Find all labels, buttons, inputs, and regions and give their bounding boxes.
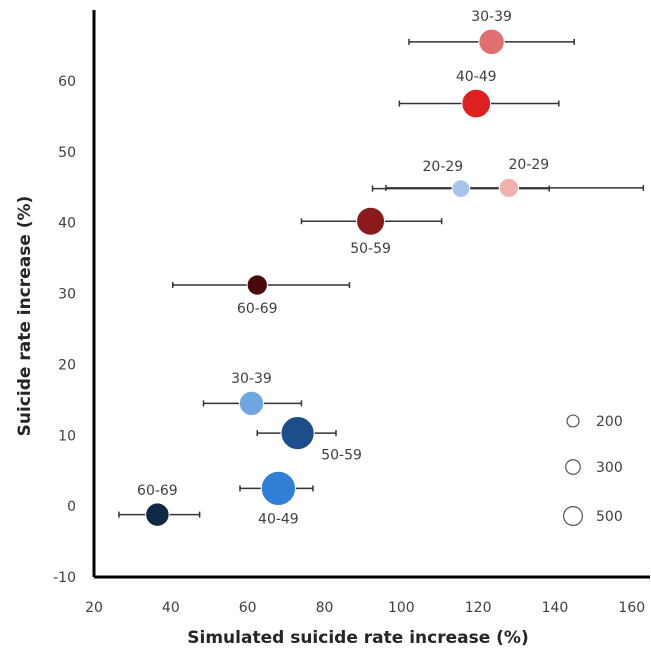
y-axis-title: Suicide rate increase (%) <box>15 196 35 437</box>
legend-size-marker <box>565 459 581 475</box>
point-label: 20-29 <box>423 159 464 175</box>
y-tick-label: 0 <box>67 499 76 515</box>
x-tick-label: 40 <box>162 600 180 616</box>
y-tick-label: 20 <box>58 357 76 373</box>
data-point <box>280 416 315 451</box>
y-tick-label: 40 <box>58 216 76 232</box>
legend-size-label: 200 <box>596 414 623 430</box>
points-layer <box>145 28 520 527</box>
y-tick-label: 30 <box>58 287 76 303</box>
y-tick-label: 10 <box>58 428 76 444</box>
legend-size-label: 500 <box>596 509 623 525</box>
point-label: 50-59 <box>321 448 362 464</box>
data-point <box>478 28 505 56</box>
data-point <box>260 470 297 507</box>
data-point <box>145 502 170 527</box>
point-label: 30-39 <box>471 9 512 25</box>
legend-size-marker <box>563 506 583 526</box>
data-point <box>451 179 471 198</box>
size-legend: 200 300 500 <box>563 414 623 526</box>
data-point <box>246 274 268 296</box>
x-tick-label: 60 <box>239 600 257 616</box>
x-tick-label: 160 <box>618 600 645 616</box>
point-label: 30-39 <box>231 371 272 387</box>
x-tick-label: 140 <box>542 600 569 616</box>
y-tick-label: 50 <box>58 145 76 161</box>
point-label: 40-49 <box>456 69 497 85</box>
legend-size-marker <box>566 414 580 428</box>
y-tick-label: 60 <box>58 74 76 90</box>
data-point <box>356 206 386 236</box>
y-tick-label: -10 <box>53 570 76 586</box>
legend-size-label: 300 <box>596 460 623 476</box>
axes-layer: -10 0 10 20 30 40 50 60 20 40 60 80 100 120 140 160 <box>53 10 650 616</box>
data-point <box>461 88 492 119</box>
point-label: 60-69 <box>237 301 278 317</box>
point-labels-layer: 30-39 40-49 20-29 20-29 50-59 60-69 30-39 50-59… <box>137 9 549 527</box>
point-label: 50-59 <box>350 241 391 257</box>
point-label: 40-49 <box>258 512 299 528</box>
x-tick-label: 20 <box>85 600 103 616</box>
x-tick-label: 80 <box>316 600 334 616</box>
x-tick-label: 120 <box>465 600 492 616</box>
x-tick-label: 100 <box>388 600 415 616</box>
data-point <box>238 390 265 416</box>
x-axis-title: Simulated suicide rate increase (%) <box>187 628 528 648</box>
point-label: 60-69 <box>137 483 178 499</box>
error-bars-layer <box>118 38 645 518</box>
data-point <box>498 177 520 199</box>
point-label: 20-29 <box>509 157 550 173</box>
